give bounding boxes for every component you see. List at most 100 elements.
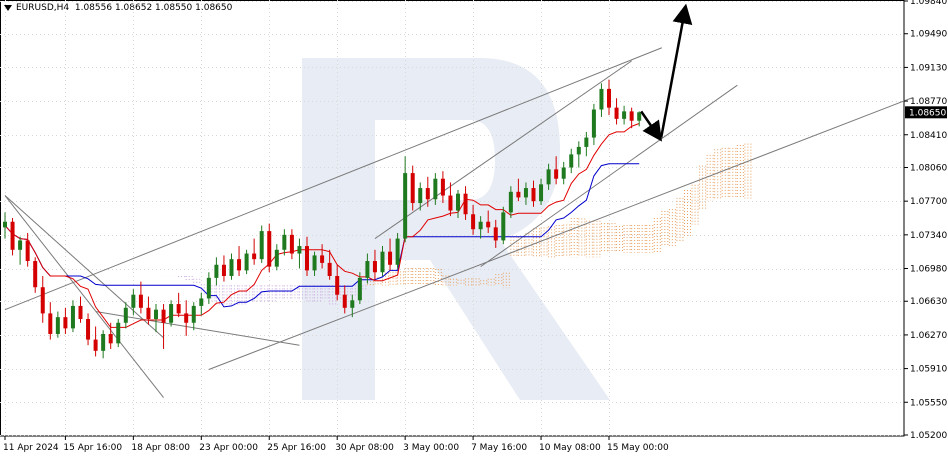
candle-body <box>365 261 370 278</box>
candle-body <box>146 307 151 320</box>
price-tick-label: 1.05200 <box>910 431 947 441</box>
dropdown-arrow-icon[interactable] <box>4 4 12 11</box>
open-value: 1.08556 <box>74 3 113 13</box>
candle-body <box>312 255 317 271</box>
trendlines <box>4 47 912 398</box>
candle-body <box>214 264 219 278</box>
candle-body <box>410 173 415 204</box>
candle-body <box>584 137 589 147</box>
candle-body <box>501 212 506 241</box>
candle-body <box>531 188 536 202</box>
trendline <box>374 60 632 239</box>
candle-body <box>448 195 453 211</box>
price-tick-label: 1.06630 <box>910 297 947 307</box>
candle-body <box>101 333 106 351</box>
candle-body <box>493 227 498 241</box>
candle-body <box>63 317 68 329</box>
candle-body <box>320 255 325 263</box>
candle-body <box>169 304 174 323</box>
candle-body <box>199 298 204 306</box>
kijun-sen-line <box>4 163 640 308</box>
candle-body <box>40 287 45 314</box>
candle-body <box>546 169 551 185</box>
time-tick-label: 25 Apr 16:00 <box>267 443 326 453</box>
candle-body <box>539 184 544 202</box>
time-tick-label: 15 May 00:00 <box>607 443 669 453</box>
low-value: 1.08550 <box>155 3 193 13</box>
candle-body <box>86 319 91 340</box>
candle-body <box>161 309 166 323</box>
candle-body <box>297 246 302 254</box>
time-tick-label: 18 Apr 08:00 <box>131 443 190 453</box>
price-tick-label: 1.08060 <box>910 163 947 173</box>
candle-body <box>607 88 611 108</box>
price-tick-label: 1.09840 <box>910 0 947 7</box>
candle-body <box>516 191 521 198</box>
price-tick-label: 1.09130 <box>910 63 947 73</box>
candle-body <box>70 305 75 329</box>
candle-body <box>131 294 136 308</box>
price-tick-label: 1.08770 <box>910 97 947 107</box>
trendline <box>95 311 300 346</box>
time-tick-label: 7 May 16:00 <box>471 443 527 453</box>
candle-body <box>138 294 143 308</box>
time-axis: 11 Apr 2024 15 Apr 16:00 18 Apr 08:00 23 Ap… <box>3 436 669 453</box>
symbol-label: EURUSD,H4 <box>16 3 70 13</box>
price-tick-label: 1.06980 <box>910 265 947 275</box>
candle-body <box>78 305 83 320</box>
candle-body <box>372 261 377 273</box>
candles <box>3 79 642 359</box>
candle-body <box>184 313 189 323</box>
candle-body <box>463 193 468 215</box>
price-axis: 1.09840 1.09490 1.09130 1.08770 1.08410 1.080… <box>904 0 947 441</box>
candle-body <box>523 188 528 198</box>
candle-body <box>206 277 211 299</box>
candle-body <box>25 240 30 262</box>
candle-body <box>471 214 476 230</box>
current-price-label: 1.08650 <box>909 108 946 118</box>
time-tick-label: 11 Apr 2024 <box>3 443 59 453</box>
candle-body <box>395 238 400 265</box>
candle-body <box>3 221 7 228</box>
candle-body <box>380 251 385 273</box>
price-tick-label: 1.08410 <box>910 131 947 141</box>
price-tick-label: 1.07340 <box>910 231 947 241</box>
candle-body <box>388 251 393 265</box>
time-tick-label: 10 May 08:00 <box>539 443 601 453</box>
candle-body <box>289 234 294 254</box>
candle-body <box>116 322 121 344</box>
candle-body <box>191 305 196 323</box>
price-tick-label: 1.09490 <box>910 30 947 40</box>
candle-body <box>327 262 332 276</box>
trendline <box>4 47 663 311</box>
trendline <box>4 195 164 339</box>
candle-body <box>403 173 408 239</box>
candle-body <box>154 309 158 320</box>
candle-body <box>440 178 445 196</box>
candle-body <box>237 259 242 271</box>
ichimoku-cloud <box>178 143 752 307</box>
candle-body <box>478 221 483 230</box>
candle-body <box>418 188 423 204</box>
candle-body <box>486 221 491 228</box>
forecast-arrows <box>640 3 693 142</box>
candle-body <box>10 221 15 250</box>
candle-body <box>425 188 430 200</box>
candle-body <box>591 109 596 138</box>
candle-body <box>33 261 38 288</box>
time-tick-label: 23 Apr 00:00 <box>199 443 258 453</box>
candle-body <box>259 231 264 260</box>
candle-body <box>569 154 574 168</box>
watermark-logo-shape <box>302 58 610 400</box>
candle-body <box>18 240 23 250</box>
candle-body <box>350 300 355 308</box>
candle-body <box>456 193 460 211</box>
time-tick-label: 30 Apr 08:00 <box>335 443 394 453</box>
candle-body <box>229 259 234 276</box>
candle-body <box>55 317 60 334</box>
candle-body <box>357 277 362 301</box>
candle-body <box>335 275 340 295</box>
price-tick-label: 1.07700 <box>910 197 947 207</box>
time-tick-label: 15 Apr 16:00 <box>63 443 122 453</box>
